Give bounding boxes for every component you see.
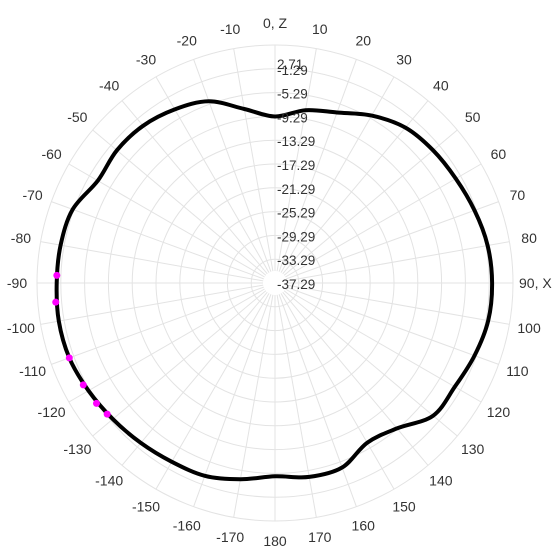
grid-spoke <box>233 48 274 272</box>
angle-tick-label: 130 <box>461 441 485 457</box>
radial-tick-label: -13.29 <box>277 134 315 149</box>
angle-tick-label: 160 <box>352 517 376 533</box>
angle-tick-label: 170 <box>308 529 332 545</box>
angle-tick-label: -80 <box>11 230 31 246</box>
angle-tick-label: -10 <box>220 21 240 37</box>
grid-spoke <box>282 100 429 275</box>
grid-spoke <box>40 241 264 282</box>
angle-tick-label: 70 <box>510 187 526 203</box>
angle-tick-label: -110 <box>19 363 46 379</box>
grid-spoke <box>278 294 357 507</box>
radial-tick-label: -33.29 <box>277 253 315 268</box>
angle-tick-label: -140 <box>95 473 123 489</box>
angle-tick-label: 0, Z <box>263 15 288 31</box>
grid-spoke <box>92 290 267 437</box>
radial-tick-label: -25.29 <box>277 206 315 221</box>
angle-tick-label: 50 <box>465 109 481 125</box>
grid-spoke <box>92 129 267 276</box>
grid-spoke <box>286 284 510 325</box>
angle-tick-label: -130 <box>63 441 91 457</box>
angle-tick-label: 30 <box>396 52 412 68</box>
grid-spoke <box>286 201 499 280</box>
grid-spoke <box>121 291 268 466</box>
grid-spoke <box>278 59 357 272</box>
grid-spoke <box>193 59 272 272</box>
highlight-point <box>65 354 73 362</box>
grid-spoke <box>121 100 268 275</box>
highlight-point <box>103 410 111 418</box>
angle-tick-label: -100 <box>7 320 35 336</box>
angle-tick-label: -60 <box>41 146 61 162</box>
angle-tick-label: 140 <box>429 473 453 489</box>
angle-tick-label: -90 <box>7 275 27 291</box>
grid-spoke <box>155 76 270 273</box>
grid-spoke <box>276 48 317 272</box>
angle-tick-label: -50 <box>67 109 87 125</box>
grid-spoke <box>68 163 265 278</box>
grid-spoke <box>193 294 272 507</box>
highlight-point <box>53 271 61 279</box>
grid-spoke <box>276 294 317 518</box>
angle-tick-labels: -170 -160 -150 -140-130 -120 -110 -100 -90 -80 -7… <box>7 15 552 549</box>
grid-spoke <box>283 290 458 437</box>
radial-tick-label: -37.29 <box>277 277 315 292</box>
grid-spoke <box>51 201 264 280</box>
angle-tick-label: 60 <box>491 146 507 162</box>
angle-tick-label: 90, X <box>519 275 552 291</box>
angle-tick-label: -30 <box>136 52 156 68</box>
angle-tick-label: -40 <box>99 77 119 93</box>
angle-tick-label: 120 <box>487 404 511 420</box>
angle-tick-label: 80 <box>521 230 537 246</box>
angle-tick-label: -170 <box>216 529 244 545</box>
angle-tick-label: 180 <box>263 533 287 549</box>
highlight-points <box>52 271 111 418</box>
grid-spoke <box>280 293 395 490</box>
radial-tick-label: -21.29 <box>277 182 315 197</box>
series-line <box>54 99 495 482</box>
angle-tick-label: 20 <box>355 33 371 49</box>
series-layer <box>54 99 495 482</box>
radial-tick-label: -17.29 <box>277 158 315 173</box>
angle-tick-label: 110 <box>506 363 529 379</box>
radial-tick-label: -9.29 <box>277 110 308 125</box>
grid-spoke <box>155 293 270 490</box>
highlight-point <box>79 381 87 389</box>
angle-tick-label: -120 <box>38 404 66 420</box>
angle-tick-label: 40 <box>433 77 449 93</box>
angle-tick-label: 100 <box>517 320 541 336</box>
polar-grid <box>36 44 514 522</box>
radial-tick-label: 2.71 <box>277 57 303 72</box>
radial-tick-label: -29.29 <box>277 229 315 244</box>
grid-spoke <box>286 241 510 282</box>
highlight-point <box>92 399 100 407</box>
angle-tick-label: -70 <box>22 187 42 203</box>
grid-spoke <box>285 163 482 278</box>
grid-spoke <box>68 288 265 403</box>
grid-spoke <box>233 294 274 518</box>
grid-spoke <box>286 286 499 365</box>
radial-tick-label: -5.29 <box>277 87 308 102</box>
grid-spoke <box>285 288 482 403</box>
radial-tick-labels: 2.71-1.29 -5.29 -9.29 -13.29 -17.29 -21.29 -25… <box>277 57 315 292</box>
angle-tick-label: 10 <box>312 21 328 37</box>
grid-spoke <box>283 129 458 276</box>
angle-tick-label: -20 <box>177 33 197 49</box>
radial-tick-label: -1.29 <box>277 63 308 78</box>
angle-tick-label: 150 <box>392 498 416 514</box>
grid-spoke <box>51 286 264 365</box>
angle-tick-label: -150 <box>132 498 160 514</box>
highlight-point <box>52 298 60 306</box>
grid-spoke <box>280 76 395 273</box>
grid-spoke <box>40 284 264 325</box>
grid-spoke <box>282 291 429 466</box>
angle-tick-label: -160 <box>173 517 201 533</box>
